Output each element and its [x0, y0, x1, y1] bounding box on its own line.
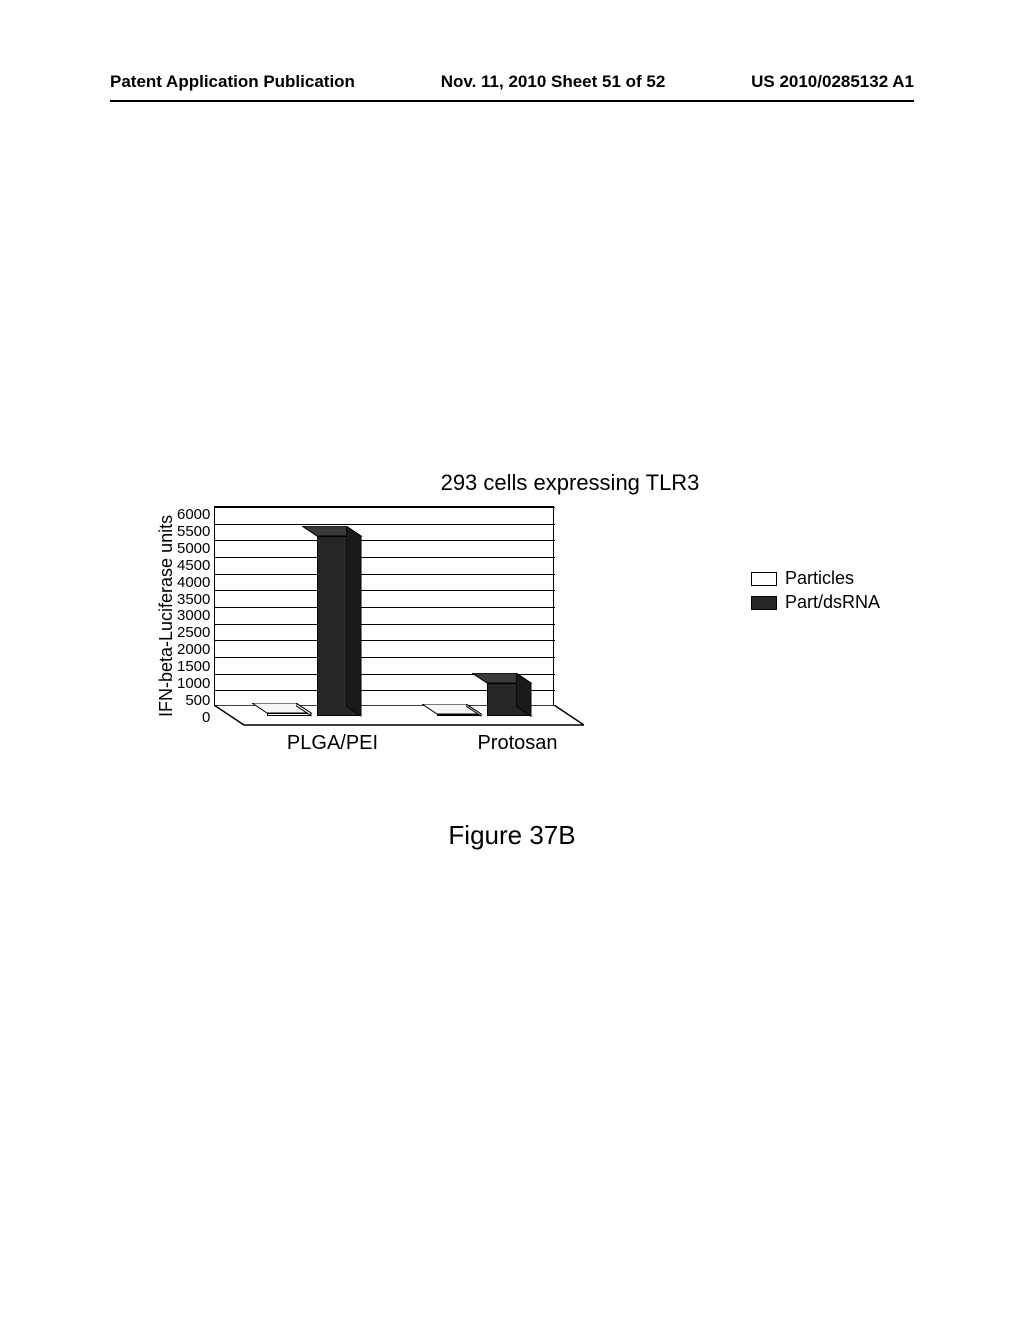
bar-side: [346, 526, 363, 718]
x-axis-labels: PLGA/PEI Protosan: [240, 732, 610, 755]
header-left: Patent Application Publication: [110, 72, 355, 92]
x-tick-label: Protosan: [425, 732, 610, 755]
legend-swatch: [751, 572, 777, 586]
y-tick-label: 500: [185, 692, 210, 709]
header-divider: [110, 100, 914, 102]
gridline: [215, 590, 555, 591]
x-tick-label: PLGA/PEI: [240, 732, 425, 755]
bar-side: [516, 673, 533, 718]
gridline: [215, 540, 555, 541]
bar-chart: 293 cells expressing TLR3 IFN-beta-Lucif…: [150, 470, 870, 755]
y-tick-label: 2000: [177, 641, 210, 658]
y-tick-label: 5500: [177, 523, 210, 540]
y-tick-label: 4000: [177, 574, 210, 591]
gridline: [215, 524, 555, 525]
y-axis-label: IFN-beta-Luciferase units: [150, 506, 177, 726]
gridline: [215, 557, 555, 558]
plot-area: [214, 506, 584, 726]
legend: Particles Part/dsRNA: [751, 565, 880, 616]
gridline: [215, 640, 555, 641]
y-tick-label: 5000: [177, 540, 210, 557]
bar-side: [296, 703, 313, 718]
y-tick-label: 1500: [177, 658, 210, 675]
y-tick-label: 3500: [177, 591, 210, 608]
y-tick-label: 4500: [177, 557, 210, 574]
figure-label: Figure 37B: [0, 820, 1024, 851]
y-tick-label: 0: [202, 709, 210, 726]
legend-swatch: [751, 596, 777, 610]
legend-item-particles: Particles: [751, 568, 880, 589]
legend-item-part-dsrna: Part/dsRNA: [751, 592, 880, 613]
gridline: [215, 657, 555, 658]
y-tick-label: 2500: [177, 624, 210, 641]
y-tick-label: 3000: [177, 608, 210, 625]
y-tick-label: 1000: [177, 675, 210, 692]
gridline: [215, 607, 555, 608]
gridline: [215, 507, 555, 508]
legend-label: Particles: [785, 568, 854, 589]
gridline: [215, 574, 555, 575]
legend-label: Part/dsRNA: [785, 592, 880, 613]
header-right: US 2010/0285132 A1: [751, 72, 914, 92]
y-tick-label: 6000: [177, 506, 210, 523]
page-header: Patent Application Publication Nov. 11, …: [0, 72, 1024, 92]
chart-title: 293 cells expressing TLR3: [270, 470, 870, 496]
y-axis-ticks: 6000550050004500400035003000250020001500…: [177, 506, 214, 726]
header-center: Nov. 11, 2010 Sheet 51 of 52: [441, 72, 666, 92]
gridline: [215, 624, 555, 625]
bar-side: [466, 704, 483, 718]
